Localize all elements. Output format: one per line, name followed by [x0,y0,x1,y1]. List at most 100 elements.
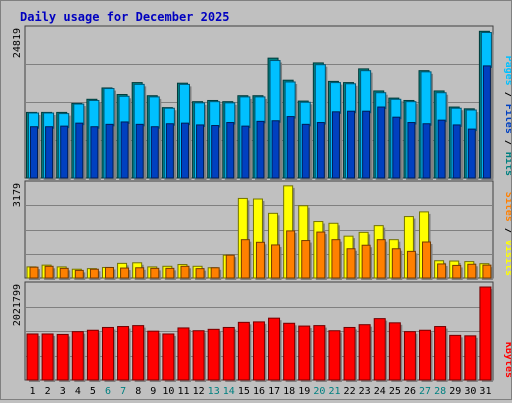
pages-bar [347,110,356,179]
sites-bar [150,267,160,279]
kbytes-bar [162,333,175,381]
x-tick-label: 4 [75,386,81,397]
sites-bar [104,266,114,279]
pages-bar [180,122,189,179]
sites-bar [74,269,84,279]
sites-bar [271,244,281,279]
kbytes-bar [41,333,54,381]
hits-files-pages-legend-part: / [503,86,511,104]
pages-bar [271,120,280,179]
sites-bar [255,241,265,279]
x-tick-label: 26 [404,386,416,397]
kbytes-bar [419,329,432,381]
kbytes-bar [313,325,326,381]
kbytes-bar [403,331,416,381]
pages-bar [301,123,310,179]
hits-files-pages-ymax-label: 24819 [12,28,23,58]
x-tick-label: 28 [434,386,446,397]
pages-bar [482,65,491,179]
x-tick-label: 23 [359,386,371,397]
kbytes-bar [373,318,386,381]
kbytes-series-legend: KBytes [503,342,511,378]
sites-bar [361,244,371,279]
kbytes-legend-part: KBytes [503,342,511,378]
x-tick-label: 12 [193,386,205,397]
x-tick-label: 16 [253,386,265,397]
kbytes-bar [71,331,84,381]
x-tick-label: 30 [464,386,476,397]
kbytes-bar [192,330,205,381]
kbytes-bar [268,317,281,381]
x-tick-label: 31 [479,386,491,397]
sites-bar [391,248,401,279]
pages-bar [377,106,386,179]
kbytes-bar [26,333,39,381]
pages-bar [467,128,476,179]
kbytes-bar [343,326,356,381]
x-tick-label: 25 [389,386,401,397]
pages-bar [211,125,220,179]
x-tick-label: 7 [120,386,126,397]
sites-bar [376,239,386,279]
kbytes-bar [56,333,69,381]
pages-bar [286,116,295,179]
pages-bar [241,125,250,179]
pages-bar [392,116,401,179]
kbytes-bar [388,322,401,381]
kbytes-bar [86,329,99,381]
pages-bar [105,123,114,179]
kbytes-bar [252,321,265,381]
sites-bar [406,250,416,279]
sites-bar [195,268,205,279]
hits-files-pages-legend-part: Files [503,104,511,134]
pages-bar [452,124,461,179]
x-tick-label: 17 [268,386,280,397]
kbytes-bar [207,328,220,381]
pages-bar [422,123,431,179]
x-tick-label: 19 [298,386,310,397]
kbytes-bar [298,325,311,381]
x-tick-label: 6 [105,386,111,397]
pages-bar [196,124,205,179]
sites-bar [44,265,54,279]
kbytes-bar [434,326,447,381]
hits-files-pages-legend-part: Pages [503,56,511,86]
kbytes-bar [449,334,462,381]
sites-bar [346,248,356,279]
kbytes-bar [283,322,296,381]
chart-title: Daily usage for December 2025 [20,10,230,24]
kbytes-bar [358,324,371,381]
hits-files-pages-legend-part: / [503,134,511,152]
sites-bar [135,267,145,279]
x-tick-label: 20 [313,386,325,397]
sites-bar [225,254,235,279]
kbytes-bar [101,326,114,381]
kbytes-bar [177,327,190,381]
sites-bar [482,264,492,279]
kbytes-bar [328,330,341,381]
x-tick-label: 24 [374,386,386,397]
x-tick-label: 27 [419,386,431,397]
sites-bar [331,239,341,279]
x-tick-label: 3 [60,386,66,397]
visits-sites-ymax-label: 3179 [12,183,23,207]
sites-bar [120,267,130,279]
kbytes-bar [479,286,492,381]
pages-bar [45,126,54,179]
pages-bar [75,122,84,179]
pages-bar [135,123,144,179]
x-tick-label: 8 [135,386,141,397]
pages-bar [90,126,99,179]
sites-bar [286,230,296,279]
kbytes-bar [117,326,130,381]
x-tick-label: 2 [45,386,51,397]
pages-bar [150,126,159,179]
x-tick-label: 14 [223,386,235,397]
sites-bar [316,231,326,279]
sites-bar [422,241,432,279]
x-tick-label: 10 [162,386,174,397]
sites-bar [467,263,477,279]
x-tick-label: 18 [283,386,295,397]
